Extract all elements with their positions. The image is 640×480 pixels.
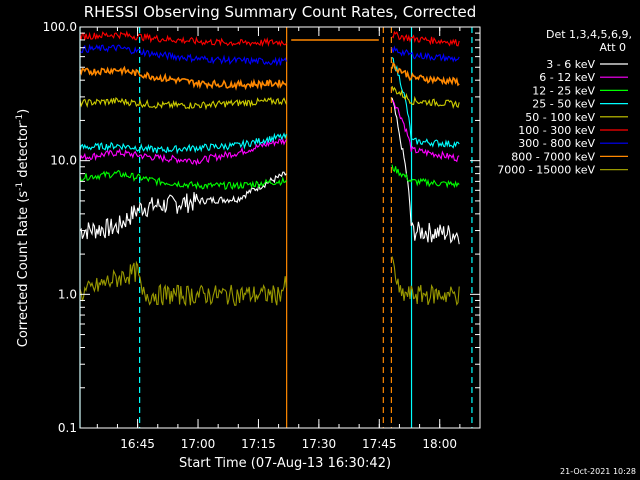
series-line-25-50-kev: [79, 57, 460, 155]
y-tick-label-0: 0.1: [58, 421, 77, 435]
x-tick-label-5: 18:00: [422, 437, 457, 451]
plot-frame: [79, 26, 481, 429]
series-line-800-7000-kev: [79, 39, 460, 91]
x-tick-label-0: 16:45: [120, 437, 155, 451]
timestamp: 21-Oct-2021 10:28: [560, 467, 636, 476]
series-line-3-6-kev: [79, 97, 460, 245]
series-line-7000-15000-kev: [79, 256, 460, 307]
y-axis-label: Corrected Count Rate (s-1 detector-1): [15, 109, 31, 347]
series-line-50-100-kev: [79, 85, 460, 111]
y-axis-label-part3: ): [16, 109, 31, 114]
legend-label-100-300-kev: 100 - 300 keV: [518, 124, 595, 137]
legend-label-3-6-kev: 3 - 6 keV: [546, 58, 595, 71]
y-axis-label-part1: Corrected Count Rate (s: [16, 191, 31, 348]
x-tick-label-3: 17:30: [302, 437, 337, 451]
series-line-12-25-kev: [79, 164, 460, 191]
y-axis-label-sup1: -1: [15, 182, 25, 191]
x-tick-label-2: 17:15: [241, 437, 276, 451]
x-tick-label-4: 17:45: [362, 437, 397, 451]
chart-title: RHESSI Observing Summary Count Rates, Co…: [84, 3, 477, 21]
legend-label-7000-15000-kev: 7000 - 15000 keV: [497, 164, 595, 177]
legend-label-12-25-kev: 12 - 25 keV: [532, 84, 595, 97]
legend-header-line2: Att 0: [600, 41, 626, 54]
legend-label-6-12-kev: 6 - 12 keV: [539, 71, 595, 84]
plot-layer: [79, 27, 473, 428]
y-tick-label-3: 100.0: [43, 20, 77, 34]
legend-label-50-100-kev: 50 - 100 keV: [525, 111, 595, 124]
x-tick-label-1: 17:00: [181, 437, 216, 451]
legend-label-25-50-kev: 25 - 50 keV: [532, 98, 595, 111]
y-axis-label-sup2: -1: [15, 114, 25, 123]
y-axis-label-part2: detector: [16, 122, 31, 182]
series-line-100-300-kev: [79, 30, 460, 48]
legend-label-800-7000-kev: 800 - 7000 keV: [511, 150, 595, 163]
axes-layer: 0.1 1.0 10.0 100.0 16:45 17:00 17:15 17:30 17:45…: [43, 20, 481, 451]
y-tick-label-1: 1.0: [58, 287, 77, 301]
legend-label-300-800-kev: 300 - 800 keV: [518, 137, 595, 150]
series-line-6-12-kev: [79, 100, 460, 166]
legend-header-line1: Det 1,3,4,5,6,9,: [546, 28, 632, 41]
y-tick-label-2: 10.0: [50, 154, 77, 168]
x-axis-label: Start Time (07-Aug-13 16:30:42): [179, 456, 391, 471]
series-line-300-800-kev: [79, 43, 460, 67]
